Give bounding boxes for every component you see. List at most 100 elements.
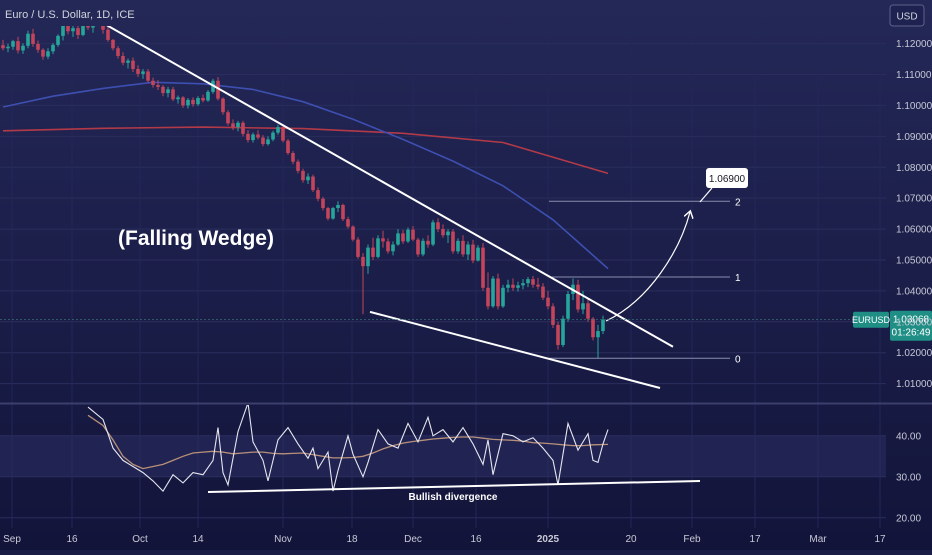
rsi-band-fill bbox=[0, 435, 886, 477]
candle bbox=[66, 26, 70, 35]
price-tick-label: 1.03000 bbox=[896, 317, 932, 328]
candle-body bbox=[131, 60, 135, 69]
slow-moving-average-line bbox=[2, 126, 609, 175]
candle bbox=[141, 68, 145, 79]
candle-body bbox=[66, 26, 70, 32]
rsi-moving-average-line bbox=[87, 414, 609, 470]
candle-body bbox=[356, 239, 360, 257]
candle bbox=[266, 136, 270, 146]
candle bbox=[456, 238, 460, 254]
candle bbox=[596, 324, 600, 359]
price-tick-label: 1.09000 bbox=[896, 132, 932, 143]
candle bbox=[486, 272, 490, 310]
candle bbox=[556, 321, 560, 350]
rsi-tick-label: 30.00 bbox=[896, 472, 921, 483]
rsi-band bbox=[0, 435, 886, 477]
candle-body bbox=[166, 89, 170, 94]
candle-body bbox=[301, 170, 305, 181]
candle-body bbox=[1, 45, 5, 49]
candle-body bbox=[136, 68, 140, 74]
divergence-trendline bbox=[207, 480, 701, 493]
candle-body bbox=[241, 122, 245, 134]
candle-body bbox=[126, 60, 130, 63]
candle bbox=[371, 237, 375, 260]
candle bbox=[576, 279, 580, 313]
candle-body bbox=[476, 247, 480, 261]
candle-body bbox=[321, 198, 325, 209]
candle bbox=[391, 241, 395, 256]
time-tick-label: Dec bbox=[404, 534, 422, 545]
candle bbox=[136, 65, 140, 77]
candle-body bbox=[346, 219, 350, 227]
candle-body bbox=[226, 112, 230, 124]
time-tick-label: 16 bbox=[470, 534, 482, 545]
candle bbox=[101, 26, 105, 34]
candle-body bbox=[526, 279, 530, 284]
candle bbox=[36, 40, 40, 53]
last-price-badge bbox=[890, 310, 932, 341]
candle bbox=[526, 276, 530, 288]
candle bbox=[361, 253, 365, 315]
candle-body bbox=[196, 98, 200, 105]
candle bbox=[286, 138, 290, 155]
candle-body bbox=[306, 176, 310, 181]
candle-body bbox=[316, 190, 320, 199]
candle bbox=[46, 48, 50, 60]
candle bbox=[16, 36, 20, 54]
candle-body bbox=[51, 44, 55, 52]
candle-body bbox=[396, 233, 400, 245]
candle-body bbox=[266, 139, 270, 145]
price-tick-label: 1.12000 bbox=[896, 39, 932, 50]
candle bbox=[326, 206, 330, 221]
candle-body bbox=[216, 80, 220, 99]
pattern-label: (Falling Wedge) bbox=[118, 227, 274, 250]
candle bbox=[311, 174, 315, 192]
candle bbox=[1, 39, 5, 51]
candle bbox=[246, 130, 250, 143]
price-tick-label: 1.10000 bbox=[896, 101, 932, 112]
candle-body bbox=[421, 240, 425, 255]
candle-body bbox=[491, 278, 495, 307]
rsi-tick-label: 40.00 bbox=[896, 431, 921, 442]
candle bbox=[301, 168, 305, 183]
candle-body bbox=[451, 231, 455, 252]
symbol-badge-box bbox=[853, 311, 889, 328]
time-tick-label: 17 bbox=[749, 534, 761, 545]
candle-body bbox=[336, 204, 340, 209]
rsi-pane bbox=[87, 405, 609, 492]
candle bbox=[91, 26, 95, 33]
target-callout-pointer bbox=[699, 187, 713, 203]
candle-body bbox=[366, 247, 370, 267]
candle-body bbox=[331, 208, 335, 219]
candle-body bbox=[311, 176, 315, 191]
candle-body bbox=[541, 286, 545, 298]
candle bbox=[566, 290, 570, 322]
candle-body bbox=[111, 39, 115, 49]
candle-body bbox=[61, 26, 65, 36]
price-tick-label: 1.07000 bbox=[896, 194, 932, 205]
candle-body bbox=[501, 287, 505, 307]
candle-body bbox=[586, 303, 590, 319]
candle-body bbox=[441, 229, 445, 236]
target-callout-label: 1.06900 bbox=[709, 174, 746, 185]
candle bbox=[221, 97, 225, 115]
time-tick-label: 2025 bbox=[537, 534, 560, 545]
candle-body bbox=[416, 239, 420, 255]
candle-body bbox=[146, 71, 150, 81]
currency-button[interactable]: USD bbox=[889, 4, 925, 27]
candle bbox=[376, 235, 380, 259]
candle bbox=[151, 77, 155, 88]
candle-body bbox=[271, 132, 275, 140]
candle-body bbox=[466, 244, 470, 255]
candle-body bbox=[106, 29, 110, 40]
candle bbox=[331, 206, 335, 220]
candle-body bbox=[351, 226, 355, 240]
candle bbox=[281, 125, 285, 143]
candle bbox=[551, 303, 555, 328]
candle bbox=[56, 34, 60, 47]
candle bbox=[191, 97, 195, 107]
candle-body bbox=[71, 28, 75, 32]
candle bbox=[451, 229, 455, 254]
